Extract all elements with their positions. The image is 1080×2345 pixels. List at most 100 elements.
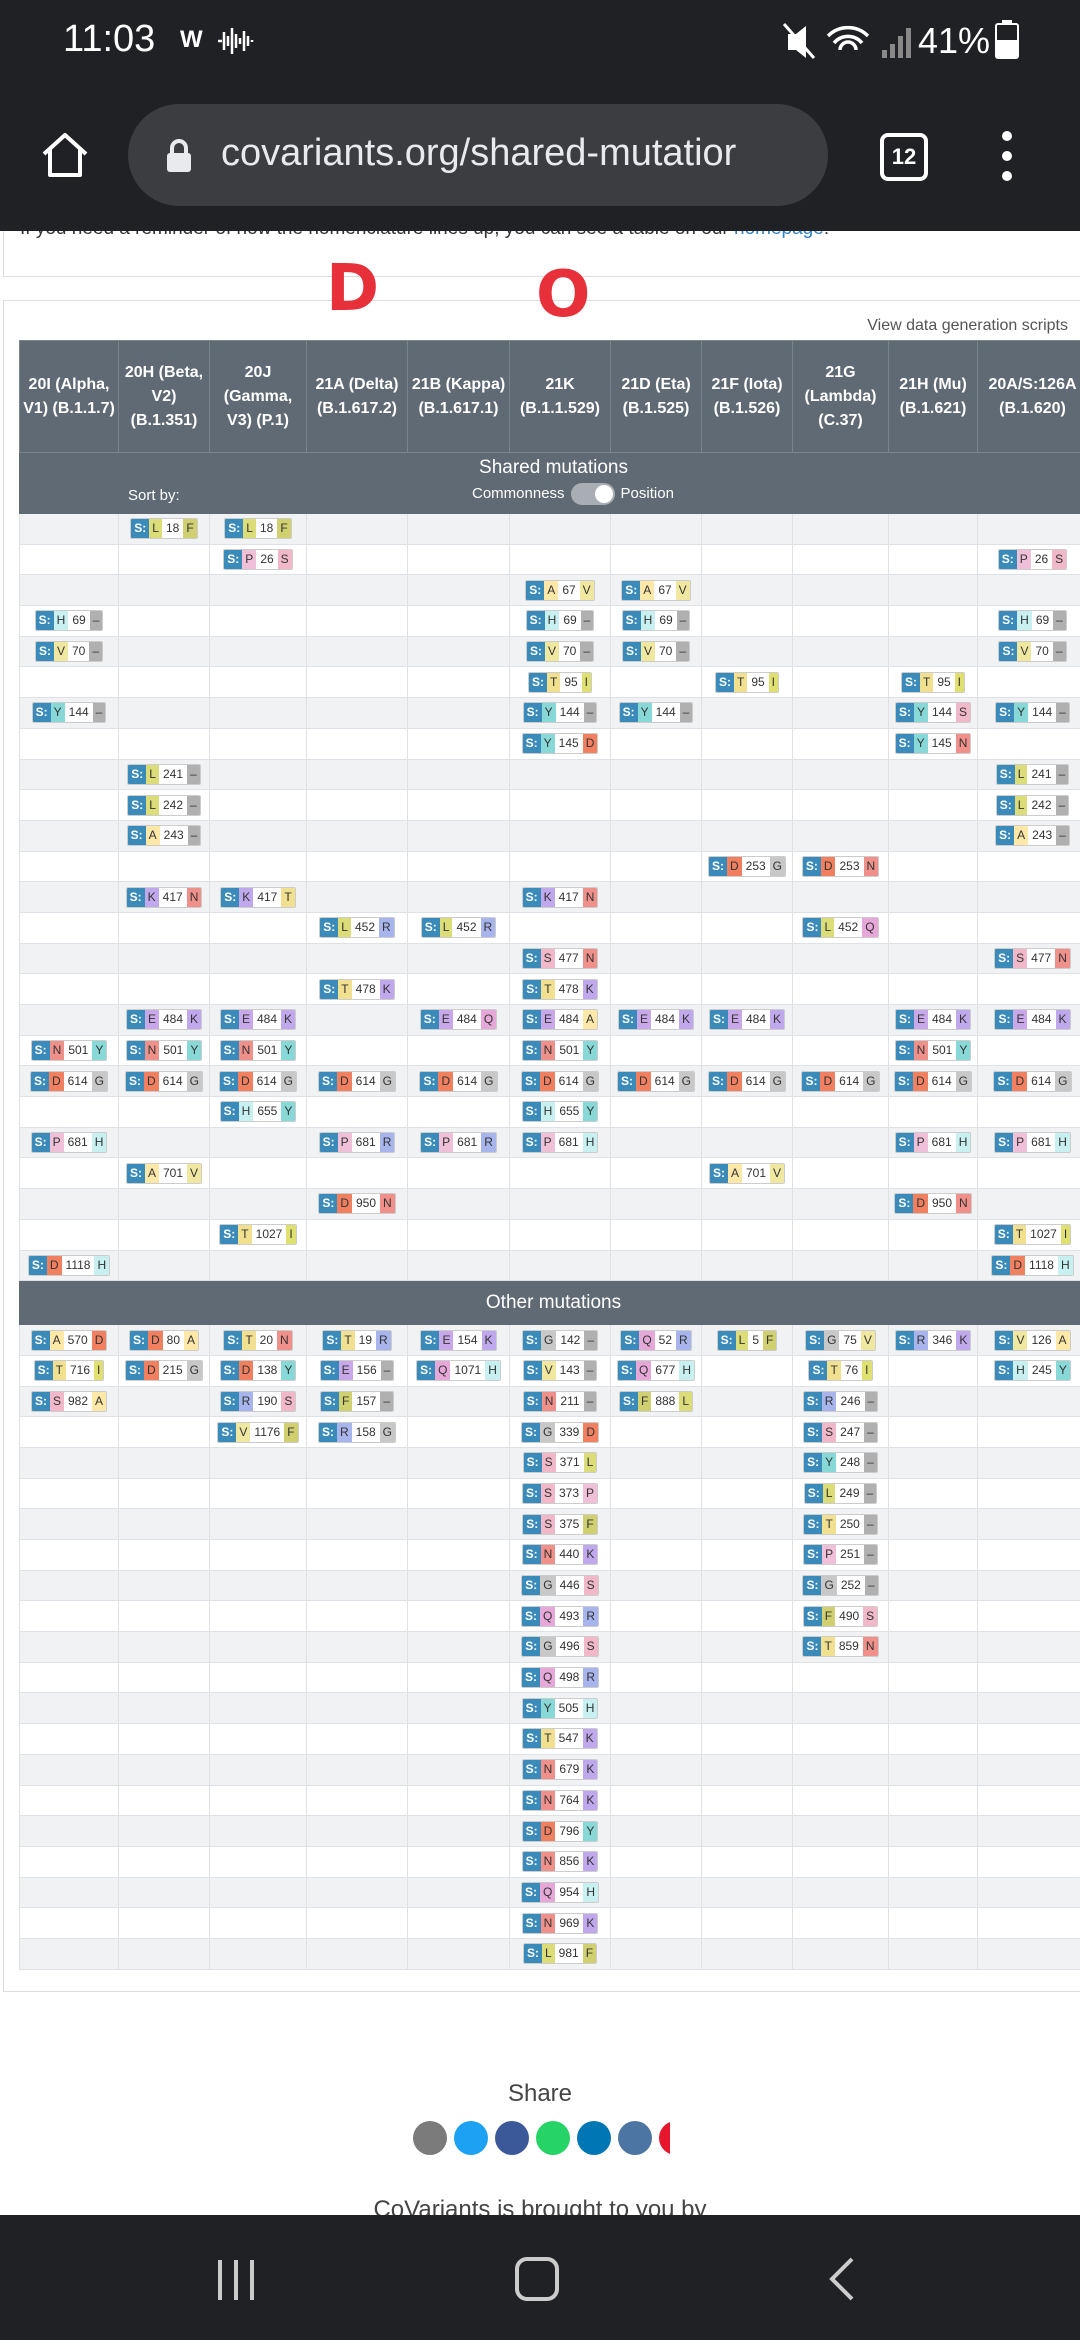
position: 484	[555, 1010, 583, 1029]
toggle-switch[interactable]	[571, 483, 615, 505]
position: 80	[163, 1331, 184, 1350]
position: 982	[64, 1392, 92, 1411]
vk-share[interactable]	[618, 2121, 652, 2155]
alt-aa: –	[865, 1392, 878, 1411]
cell	[889, 759, 978, 790]
cell	[307, 851, 408, 882]
scripts-link[interactable]: View data generation scripts	[867, 317, 1068, 335]
ref-aa: E	[637, 1010, 651, 1029]
cell	[793, 1754, 889, 1785]
section-title: Shared mutations	[20, 457, 1080, 479]
status-icons	[782, 22, 932, 62]
alt-aa: L	[584, 1453, 597, 1472]
gene: S:	[995, 949, 1013, 968]
gene: S:	[718, 1331, 736, 1350]
ref-aa: G	[824, 1331, 839, 1350]
gene: S:	[997, 796, 1015, 815]
gene: S:	[221, 1041, 239, 1060]
facebook-share[interactable]	[495, 2121, 529, 2155]
cell	[210, 851, 307, 882]
ref-aa: H	[54, 611, 69, 630]
ref-aa: P	[50, 1133, 64, 1152]
cell	[210, 1816, 307, 1847]
tab-switcher[interactable]: 12	[880, 133, 928, 181]
cell	[20, 575, 119, 606]
ref-aa: P	[1017, 550, 1031, 569]
cell	[20, 1816, 119, 1847]
address-bar[interactable]: covariants.org/shared-mutatior	[128, 104, 828, 206]
cell	[611, 1632, 702, 1663]
ref-aa: Y	[638, 703, 652, 722]
ref-aa: L	[243, 519, 256, 538]
alt-aa: N	[187, 888, 202, 907]
back-button[interactable]	[832, 2259, 852, 2299]
cell	[793, 1219, 889, 1250]
twitter-share[interactable]	[454, 2121, 488, 2155]
cell	[510, 820, 611, 851]
ref-aa: P	[439, 1133, 453, 1152]
cell	[408, 1938, 510, 1969]
alt-aa: –	[1056, 703, 1069, 722]
home-button[interactable]	[40, 130, 90, 180]
ref-aa: D	[636, 1072, 651, 1091]
ref-aa: D	[1012, 1072, 1027, 1091]
gene: S:	[523, 1484, 541, 1503]
alt-aa: Y	[956, 1041, 970, 1060]
gene: S:	[522, 1637, 540, 1656]
cell	[408, 1097, 510, 1128]
alt-aa: –	[187, 765, 200, 784]
menu-button[interactable]	[995, 130, 1019, 182]
position: 490	[835, 1607, 863, 1626]
ref-aa: Q	[639, 1331, 654, 1350]
cell	[408, 1540, 510, 1571]
cell	[889, 851, 978, 882]
cell	[889, 636, 978, 667]
ref-aa: K	[239, 888, 253, 907]
cell	[702, 1938, 793, 1969]
linkedin-share[interactable]	[577, 2121, 611, 2155]
home-nav-button[interactable]	[517, 2259, 557, 2299]
whatsapp-share[interactable]	[536, 2121, 570, 2155]
position: 126	[1027, 1331, 1055, 1350]
cell	[889, 544, 978, 575]
ref-aa: D	[540, 1072, 555, 1091]
position: 417	[253, 888, 281, 907]
cell	[611, 1601, 702, 1632]
weibo-share[interactable]	[659, 2121, 670, 2155]
gene: S:	[32, 1392, 50, 1411]
ref-aa: Y	[914, 734, 928, 753]
gene: S:	[523, 980, 541, 999]
cell	[793, 1724, 889, 1755]
recents-button[interactable]	[220, 2260, 252, 2300]
email-share[interactable]	[413, 2121, 447, 2155]
alt-aa: N	[956, 734, 971, 753]
alt-aa: A	[92, 1392, 106, 1411]
cell	[210, 1754, 307, 1785]
